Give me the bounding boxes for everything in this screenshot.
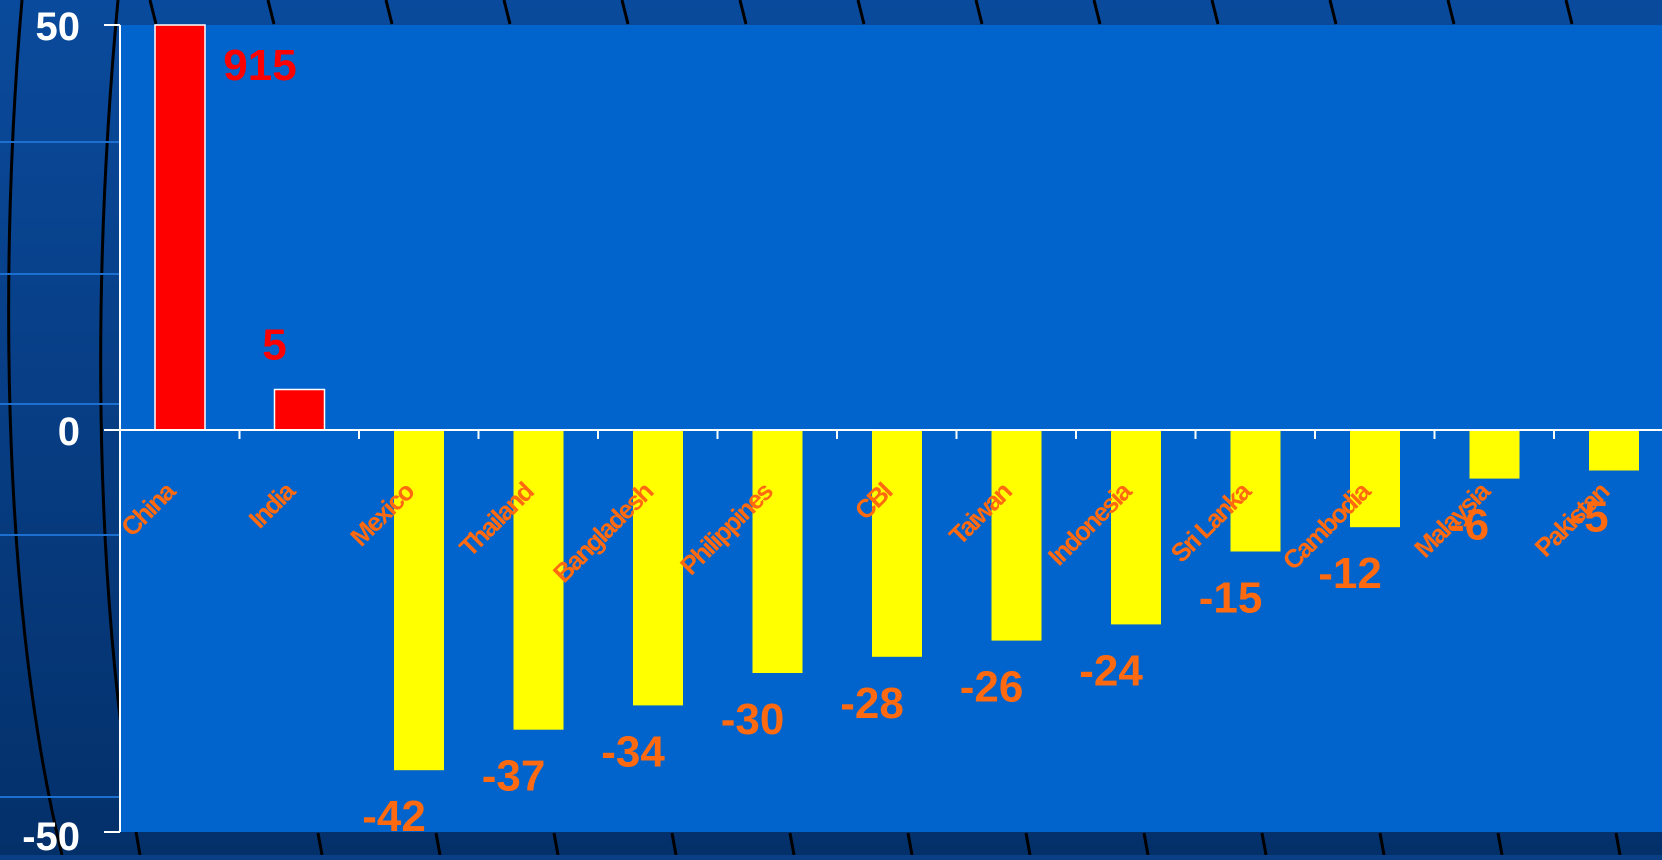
bar-indonesia [1111,430,1161,625]
data-label: 5 [262,321,286,370]
bar-india [273,388,326,431]
data-label: -42 [362,792,426,841]
data-label: -5 [1569,493,1608,542]
y-tick-labels: -50 0 50 [22,5,81,859]
decor-tick-top [1446,0,1456,25]
bar-cambodia [1350,430,1400,528]
data-label: 915 [223,41,296,90]
y-tick-label: 50 [36,5,81,49]
decor-tick-bottom [1142,832,1150,856]
axes [104,24,1662,833]
data-label: -37 [482,752,546,801]
bar-pakistan [1589,430,1639,471]
bar-cbi [872,430,922,657]
data-label: -15 [1199,574,1263,623]
bar-philippines [752,430,803,673]
bar-china [154,24,206,431]
data-label: -6 [1450,501,1489,550]
decor-tick-top [974,0,984,25]
bar-taiwan [991,430,1042,641]
bar-bangladesh [633,430,683,706]
decor-tick-bottom [552,832,560,856]
data-label: -30 [721,695,785,744]
decor-tick-bottom [788,832,796,856]
bar-thailand [513,430,564,730]
decor-tick-top [266,0,276,25]
decor-tick-bottom [316,832,324,856]
decor-tick-bottom [906,832,914,856]
decor-curve-left [7,0,64,856]
decor-tick-bottom [1260,832,1268,856]
decor-tick-bottom [1378,832,1386,856]
decor-tick-bottom [670,832,678,856]
decor-tick-top [502,0,512,25]
bar-sri-lanka [1230,430,1281,552]
decor-tick-top [1564,0,1574,25]
background-decoration [7,0,1622,856]
decor-tick-top [620,0,630,25]
decor-tick-top [738,0,748,25]
bar-series [154,24,1639,771]
data-label: -12 [1318,549,1382,598]
decor-tick-top [384,0,394,25]
decor-tick-top [148,0,158,25]
decor-tick-bottom [1024,832,1032,856]
decor-tick-top [1092,0,1102,25]
data-labels: 915 5 -42 -37 -34 -30 -28 -26 -24 -15 -12 -6 -5 [223,41,1608,841]
data-label: -34 [601,727,665,776]
decor-tick-bottom [434,832,442,856]
bar-malaysia [1469,430,1520,479]
decor-tick-bottom [1496,832,1504,856]
plot-area [120,25,1662,832]
bar-mexico [394,430,444,771]
data-label: -24 [1079,646,1143,695]
data-label: -26 [960,663,1024,712]
decor-tick-bottom [1614,832,1622,856]
decor-tick-top [856,0,866,25]
y-tick-label: 0 [58,410,80,454]
decor-tick-top [1328,0,1338,25]
left-guides [0,141,120,798]
y-tick-label: -50 [22,815,80,855]
decor-tick-top [1210,0,1220,25]
data-label: -28 [840,679,904,728]
